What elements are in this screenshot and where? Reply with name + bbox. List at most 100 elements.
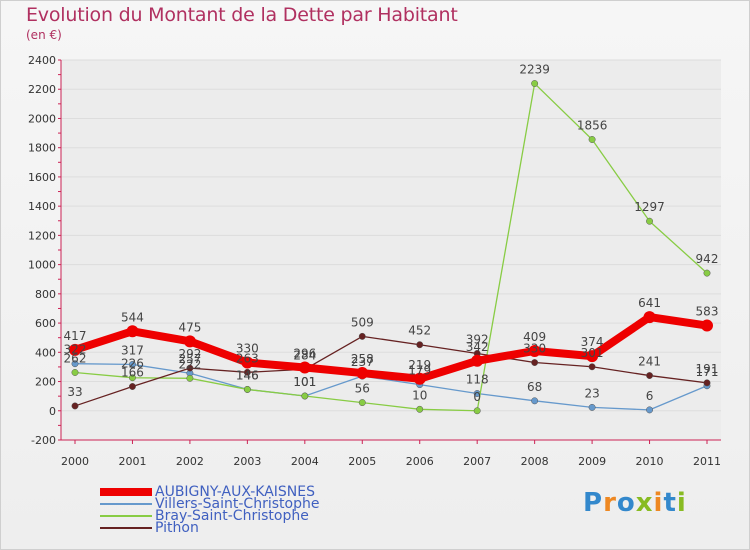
data-label: 1856	[577, 119, 608, 133]
y-tick-label: 400	[35, 346, 56, 359]
y-tick-label: 2000	[28, 112, 56, 125]
data-label: 544	[121, 310, 144, 324]
data-point	[588, 136, 596, 143]
data-point	[531, 397, 539, 405]
chart-title: Evolution du Montant de la Dette par Hab…	[26, 4, 458, 26]
series-line	[74, 335, 708, 407]
data-label: 330	[523, 342, 546, 356]
data-point	[71, 360, 79, 368]
data-label: 33	[67, 385, 82, 399]
data-label: 101	[293, 375, 316, 389]
data-point	[643, 311, 656, 324]
data-label: 330	[236, 342, 259, 356]
data-point	[356, 367, 369, 380]
data-label: 417	[64, 329, 87, 343]
data-label: 10	[412, 388, 427, 402]
data-label: 101	[293, 375, 316, 389]
data-point	[531, 359, 539, 366]
x-tick-label: 2010	[636, 455, 664, 468]
data-label: 317	[121, 343, 144, 357]
data-point	[703, 269, 711, 277]
x-tick-label: 2001	[118, 455, 146, 468]
y-tick-label: 800	[35, 288, 56, 301]
data-label: 179	[408, 364, 431, 378]
data-point	[358, 332, 366, 340]
data-label: 942	[696, 252, 719, 266]
data-label: 296	[293, 347, 316, 361]
legend-item: AUBIGNY-AUX-KAISNES	[100, 484, 319, 500]
data-label: 118	[466, 373, 489, 387]
data-label: 475	[178, 320, 201, 334]
data-point	[183, 335, 196, 348]
data-label: 222	[178, 357, 201, 371]
data-point	[301, 392, 309, 400]
data-label: 263	[236, 351, 259, 365]
legend-label: AUBIGNY-AUX-KAISNES	[155, 484, 316, 500]
data-point	[243, 368, 251, 376]
data-label: 2239	[519, 63, 550, 77]
x-tick-label: 2002	[176, 455, 204, 468]
data-label: 56	[355, 382, 370, 396]
data-label: 23	[584, 386, 599, 400]
legend-swatch	[100, 503, 152, 505]
legend: AUBIGNY-AUX-KAISNES Villers-Saint-Christo…	[100, 484, 320, 536]
data-point	[71, 402, 79, 410]
data-label: 583	[696, 305, 719, 319]
x-tick-label: 2000	[61, 455, 89, 468]
y-tick-label: 2200	[28, 83, 56, 96]
data-label: 219	[408, 358, 431, 372]
legend-item: Pithon	[100, 520, 319, 536]
legend-item: Bray-Saint-Christophe	[100, 508, 319, 524]
data-point	[646, 217, 653, 225]
data-label: 1297	[634, 200, 665, 214]
data-point	[241, 356, 254, 369]
data-point	[646, 372, 653, 379]
data-point	[413, 372, 426, 385]
chart-subtitle: (en €)	[26, 28, 62, 42]
data-point	[586, 350, 599, 363]
data-label: 146	[236, 368, 259, 382]
data-point	[186, 364, 194, 372]
data-point	[69, 343, 81, 356]
data-label: 257	[178, 352, 201, 366]
legend-item: Villers-Saint-Christophe	[100, 496, 320, 512]
data-label: 509	[351, 315, 374, 329]
data-label: 292	[178, 347, 201, 361]
data-label: 342	[466, 340, 489, 354]
y-tick-label: 1600	[28, 171, 56, 184]
data-point	[243, 385, 251, 393]
data-label: 322	[64, 343, 87, 357]
y-tick-label: 1200	[28, 229, 56, 242]
y-tick-label: 0	[49, 405, 56, 418]
data-label: 284	[293, 348, 316, 362]
data-point	[129, 383, 136, 390]
data-label: 262	[64, 351, 87, 365]
data-label: 237	[351, 355, 374, 369]
data-label: 166	[121, 366, 144, 380]
data-point	[528, 344, 541, 357]
data-label: 241	[638, 355, 661, 369]
data-point	[416, 405, 424, 413]
data-point	[588, 403, 596, 411]
data-label: 171	[696, 365, 719, 379]
data-point	[129, 360, 136, 368]
data-point	[71, 369, 79, 376]
data-label: 6	[646, 389, 654, 403]
legend-label: Pithon	[155, 520, 199, 536]
data-point	[646, 406, 653, 414]
data-label: 301	[581, 346, 604, 360]
data-label: 409	[523, 330, 546, 344]
legend-swatch	[100, 515, 152, 517]
y-tick-label: -200	[31, 434, 56, 447]
legend-label: Villers-Saint-Christophe	[155, 496, 320, 512]
data-point	[703, 379, 711, 387]
legend-label: Bray-Saint-Christophe	[155, 508, 309, 524]
y-tick-label: 200	[35, 376, 56, 389]
y-tick-label: 1000	[28, 259, 56, 272]
plot-area	[61, 60, 721, 440]
data-label: 68	[527, 380, 542, 394]
x-tick-label: 2009	[578, 455, 606, 468]
data-point	[701, 319, 713, 332]
data-label: 0	[473, 390, 481, 404]
